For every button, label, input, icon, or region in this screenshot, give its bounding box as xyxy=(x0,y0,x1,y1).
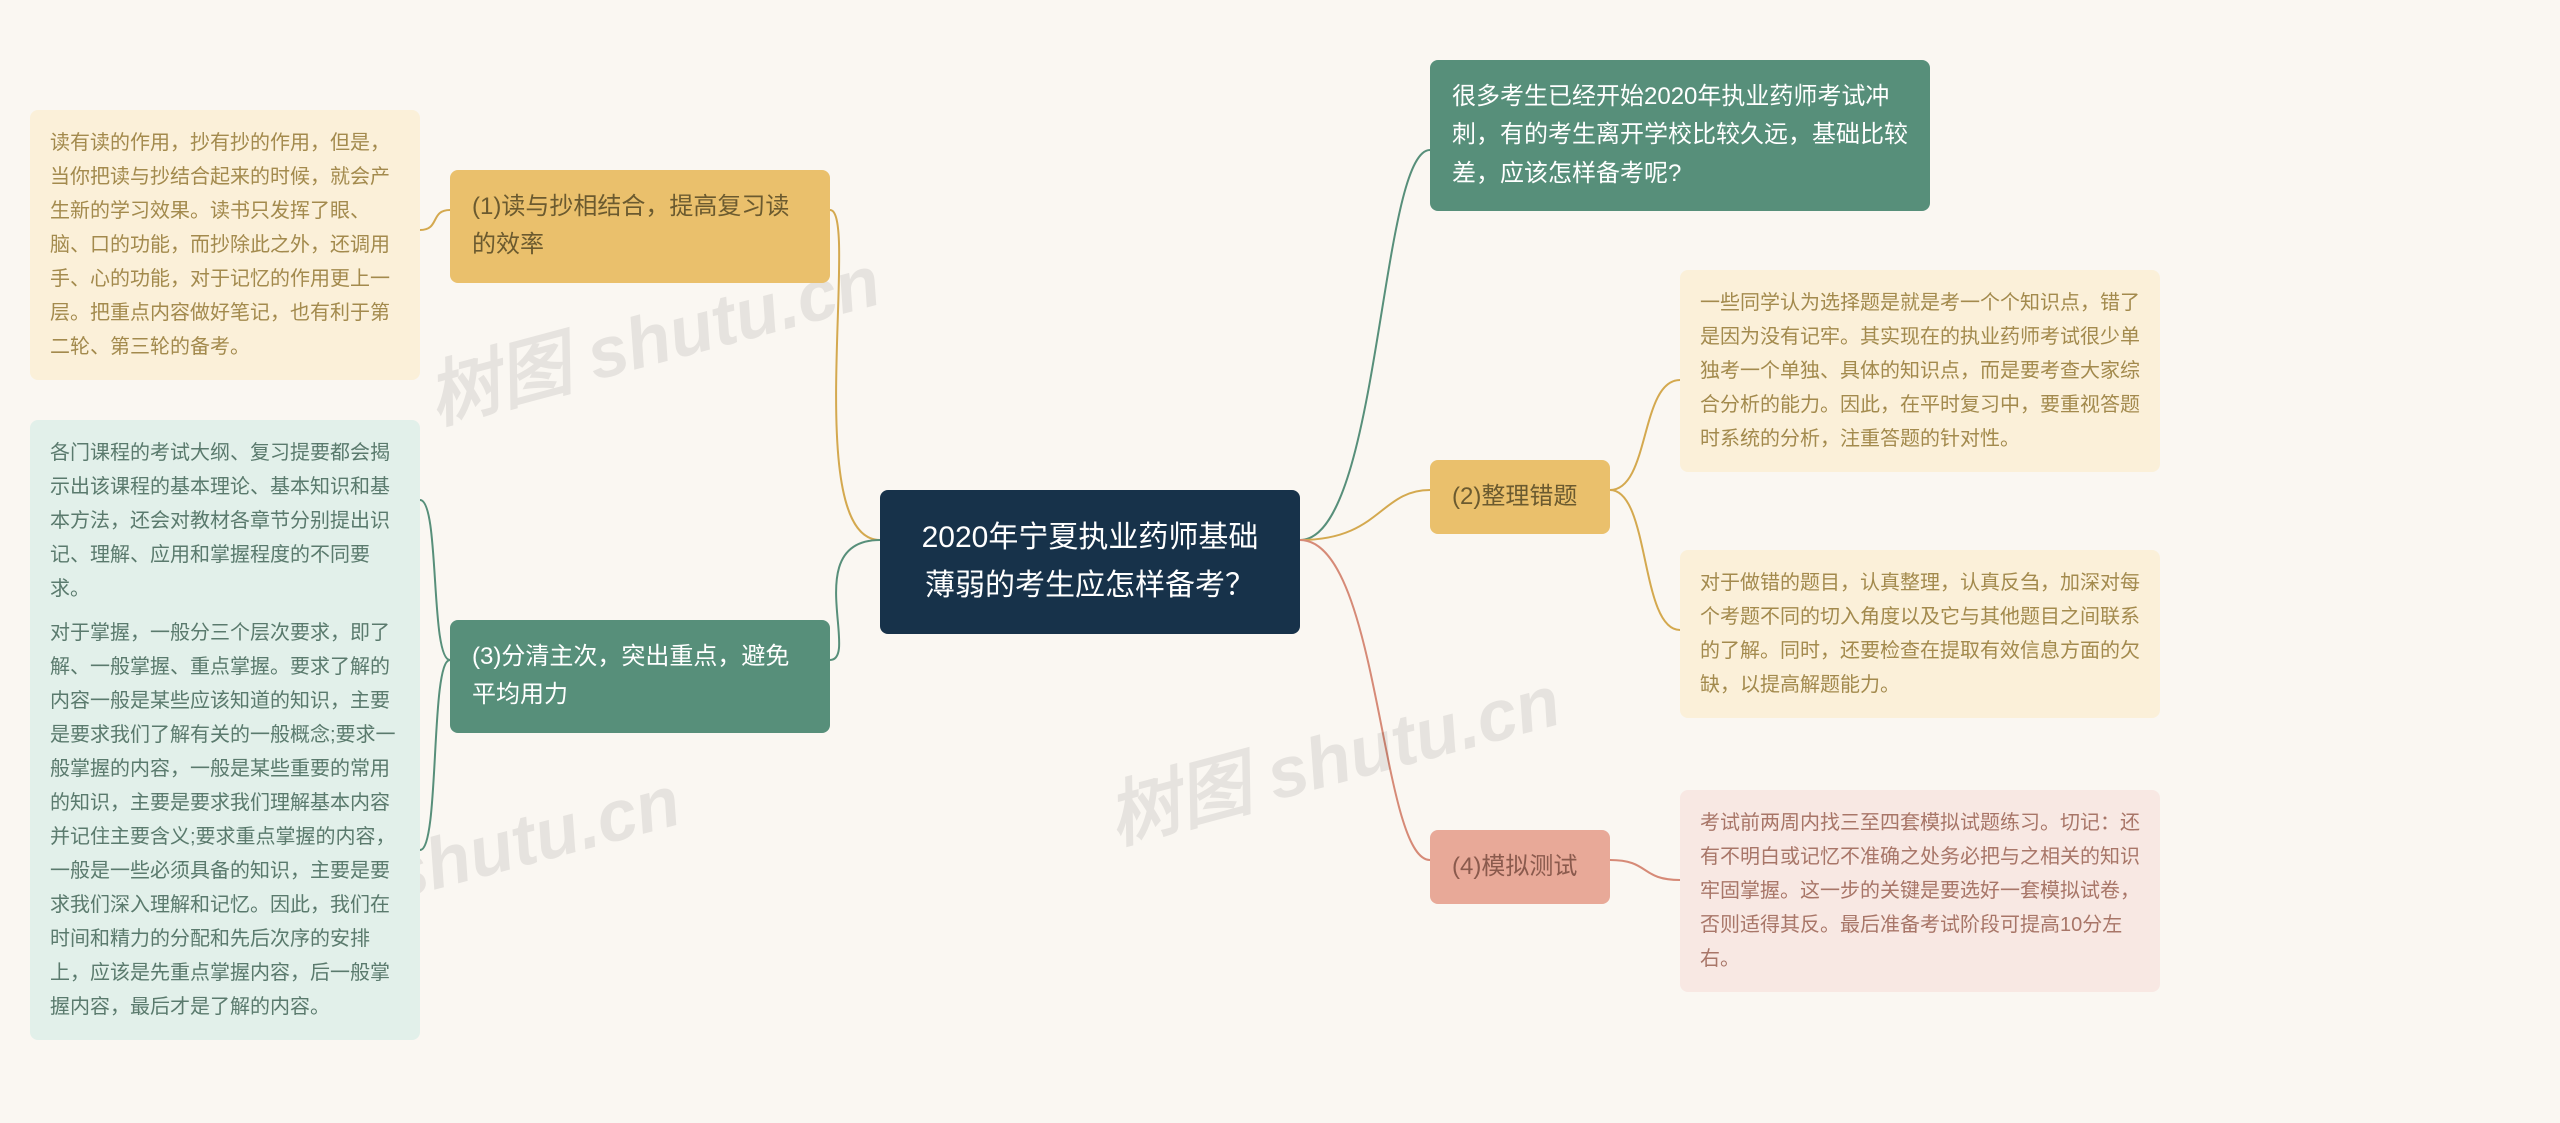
edge-b2-leaf2 xyxy=(1610,490,1680,630)
edge-b2-leaf1 xyxy=(1610,380,1680,490)
edge-center-b3 xyxy=(830,540,880,660)
edge-b4-leaf1 xyxy=(1610,860,1680,880)
center-node[interactable]: 2020年宁夏执业药师基础薄弱的考生应怎样备考？ xyxy=(880,490,1300,634)
branch-4[interactable]: (4)模拟测试 xyxy=(1430,830,1610,904)
edge-b3-leaf2 xyxy=(420,660,450,850)
edge-center-b4 xyxy=(1300,540,1430,860)
branch-intro[interactable]: 很多考生已经开始2020年执业药师考试冲刺，有的考生离开学校比较久远，基础比较差… xyxy=(1430,60,1930,211)
edge-center-intro xyxy=(1300,150,1430,540)
branch-1-leaf-1[interactable]: 读有读的作用，抄有抄的作用，但是，当你把读与抄结合起来的时候，就会产生新的学习效… xyxy=(30,110,420,380)
branch-2-leaf-2[interactable]: 对于做错的题目，认真整理，认真反刍，加深对每个考题不同的切入角度以及它与其他题目… xyxy=(1680,550,2160,718)
branch-1[interactable]: (1)读与抄相结合，提高复习读的效率 xyxy=(450,170,830,283)
edge-b3-leaf1 xyxy=(420,500,450,660)
branch-2[interactable]: (2)整理错题 xyxy=(1430,460,1610,534)
edge-center-b1 xyxy=(830,210,880,540)
branch-3-leaf-2[interactable]: 对于掌握，一般分三个层次要求，即了解、一般掌握、重点掌握。要求了解的内容一般是某… xyxy=(30,600,420,1040)
edge-center-b2 xyxy=(1300,490,1430,540)
branch-3-leaf-1[interactable]: 各门课程的考试大纲、复习提要都会揭示出该课程的基本理论、基本知识和基本方法，还会… xyxy=(30,420,420,622)
branch-2-leaf-1[interactable]: 一些同学认为选择题是就是考一个个知识点，错了是因为没有记牢。其实现在的执业药师考… xyxy=(1680,270,2160,472)
branch-4-leaf-1[interactable]: 考试前两周内找三至四套模拟试题练习。切记：还有不明白或记忆不准确之处务必把与之相… xyxy=(1680,790,2160,992)
branch-3[interactable]: (3)分清主次，突出重点，避免平均用力 xyxy=(450,620,830,733)
edge-b1-leaf1 xyxy=(420,210,450,230)
